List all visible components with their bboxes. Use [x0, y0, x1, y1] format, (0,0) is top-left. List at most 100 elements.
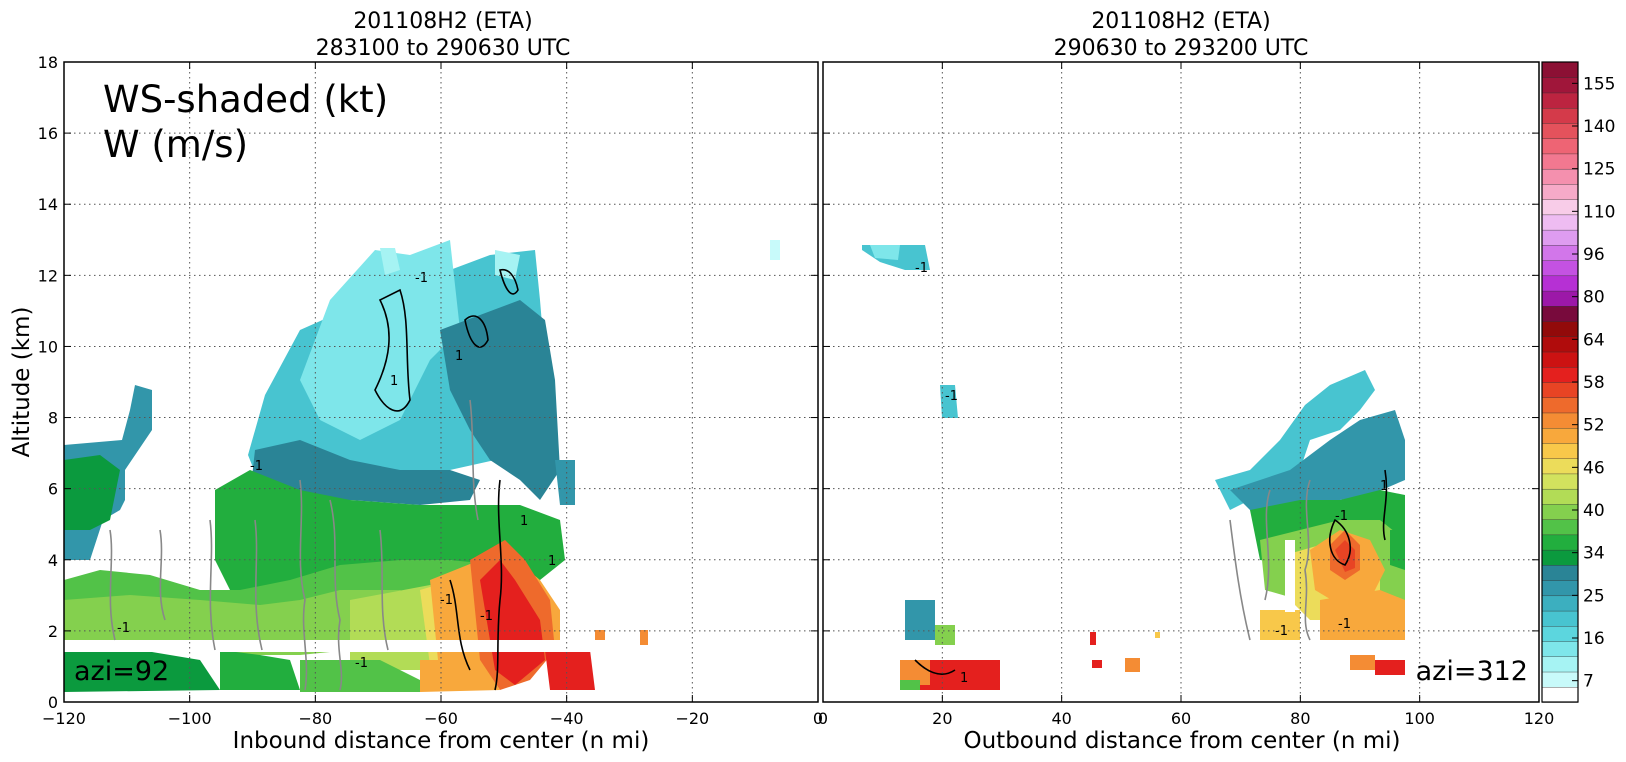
right-x-ticks: 0 20 40 60 80 100 120: [818, 62, 1554, 728]
left-x-tick-label: −20: [675, 709, 709, 728]
left-panel: -1 1 1 1 1 -1 -1 -1 -1 -1 −120 −100 −80 −60…: [9, 53, 823, 754]
right-x-tick-label: 100: [1404, 709, 1435, 728]
left-y-tick-label: 8: [48, 409, 58, 428]
colorbar-swatch: [1541, 137, 1579, 155]
colorbar-tick-label: 110: [1583, 202, 1615, 222]
colorbar-swatch: [1541, 183, 1579, 200]
svg-text:-1: -1: [117, 621, 130, 636]
right-x-tick-label: 60: [1171, 709, 1191, 728]
colorbar-swatch: [1541, 336, 1579, 353]
right-contour-labels: -1 -1 -1 1 -1 -1 1: [915, 261, 1388, 686]
svg-text:-1: -1: [415, 271, 428, 286]
colorbar-ticks: 7 16 25 34 40 46 52 58 64 80 96 110 125 140 155: [1572, 74, 1615, 692]
colorbar-tick-label: 25: [1583, 586, 1605, 606]
left-w-contours: [109, 268, 519, 691]
left-x-axis-label: Inbound distance from center (n mi): [233, 728, 650, 754]
colorbar-swatch: [1541, 366, 1579, 383]
colorbar-swatch: [1541, 412, 1579, 429]
colorbar-swatch: [1541, 214, 1579, 231]
colorbar-swatch: [1541, 92, 1579, 109]
svg-text:1: 1: [1380, 479, 1388, 494]
colorbar-swatch: [1541, 122, 1579, 139]
right-x-tick-label: 0: [818, 709, 828, 728]
svg-text:-1: -1: [250, 459, 263, 474]
colorbar-swatch: [1541, 198, 1579, 216]
w-annotation: W (m/s): [103, 123, 248, 166]
colorbar-swatch: [1541, 61, 1579, 78]
colorbar-swatch: [1541, 259, 1579, 277]
colorbar-swatch: [1541, 579, 1579, 597]
left-y-tick-label: 18: [38, 53, 58, 72]
colorbar-swatch: [1541, 473, 1579, 490]
colorbar-swatch: [1541, 77, 1579, 94]
svg-text:1: 1: [548, 554, 556, 569]
left-y-tick-label: 14: [38, 195, 58, 214]
left-y-tick-label: 0: [48, 693, 58, 712]
left-y-tick-label: 12: [38, 266, 58, 285]
left-title-line1: 201108H2 (ETA): [353, 9, 532, 34]
svg-text:1: 1: [455, 349, 463, 364]
left-title-line2: 283100 to 290630 UTC: [316, 36, 571, 61]
right-x-tick-label: 40: [1051, 709, 1071, 728]
ws-shaded-annotation: WS-shaded (kt): [103, 78, 388, 121]
colorbar-tick-label: 155: [1583, 74, 1615, 94]
left-x-tick-label: −120: [42, 709, 86, 728]
colorbar-tick-label: 58: [1583, 373, 1605, 393]
right-w-contours: [914, 469, 1388, 675]
colorbar: 7 16 25 34 40 46 52 58 64 80 96 110 125 140 155: [1541, 61, 1615, 703]
colorbar-swatch: [1541, 305, 1579, 322]
right-x-axis-label: Outbound distance from center (n mi): [964, 728, 1401, 754]
colorbar-tick-label: 40: [1583, 501, 1605, 521]
svg-text:-1: -1: [440, 593, 453, 608]
colorbar-swatch: [1541, 518, 1579, 536]
colorbar-tick-label: 96: [1583, 245, 1605, 265]
left-x-ticks: −120 −100 −80 −60 −40 −20 0: [42, 62, 823, 728]
colorbar-swatch: [1541, 168, 1579, 185]
colorbar-swatch: [1541, 457, 1579, 475]
left-x-tick-label: −80: [298, 709, 332, 728]
left-y-tick-label: 4: [48, 551, 58, 570]
left-y-tick-label: 10: [38, 337, 58, 356]
svg-text:-1: -1: [480, 609, 493, 624]
right-x-tick-label: 20: [932, 709, 952, 728]
left-grid: [64, 62, 818, 702]
colorbar-swatch: [1541, 290, 1579, 307]
colorbar-tick-label: 16: [1583, 629, 1605, 649]
svg-text:-1: -1: [1338, 617, 1351, 632]
colorbar-tick-label: 52: [1583, 416, 1605, 436]
left-x-tick-label: 0: [813, 709, 823, 728]
colorbar-swatches: [1541, 61, 1579, 703]
svg-text:1: 1: [520, 514, 528, 529]
left-y-tick-label: 6: [48, 480, 58, 499]
left-azimuth-label: azi=92: [74, 656, 169, 687]
right-azimuth-label: azi=312: [1416, 656, 1528, 687]
colorbar-swatch: [1541, 640, 1579, 657]
colorbar-swatch: [1541, 671, 1579, 688]
colorbar-swatch: [1541, 656, 1579, 673]
colorbar-tick-label: 34: [1583, 544, 1605, 564]
colorbar-swatch: [1541, 564, 1579, 581]
left-x-tick-label: −100: [168, 709, 212, 728]
right-grid: [823, 62, 1539, 702]
svg-text:1: 1: [390, 374, 398, 389]
left-y-tick-label: 16: [38, 124, 58, 143]
colorbar-swatch: [1541, 397, 1579, 414]
colorbar-swatch: [1541, 275, 1579, 292]
colorbar-swatch: [1541, 488, 1579, 505]
svg-text:-1: -1: [945, 389, 958, 404]
left-x-tick-label: −60: [424, 709, 458, 728]
svg-text:-1: -1: [1275, 624, 1288, 639]
right-panel: -1 -1 -1 1 -1 -1 1 0 20 40 60 80 100 120 azi=3…: [818, 61, 1554, 754]
right-title-line1: 201108H2 (ETA): [1091, 9, 1270, 34]
svg-text:1: 1: [960, 671, 968, 686]
y-axis-label: Altitude (km): [9, 307, 35, 458]
colorbar-swatch: [1541, 503, 1579, 520]
colorbar-swatch: [1541, 595, 1579, 612]
colorbar-tick-label: 64: [1583, 330, 1605, 350]
colorbar-swatch: [1541, 351, 1579, 368]
svg-text:-1: -1: [355, 656, 368, 671]
right-x-tick-label: 120: [1524, 709, 1555, 728]
colorbar-swatch: [1541, 381, 1579, 398]
colorbar-tick-label: 140: [1583, 117, 1615, 137]
